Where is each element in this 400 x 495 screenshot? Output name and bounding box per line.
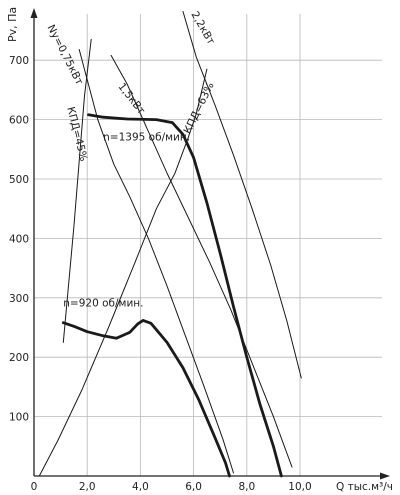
tick-labels: 0 2,0 4,0 6,0 8,0 10,0 100 200 300 400 500 600 700 [9,55,312,493]
y-tick-label: 500 [9,174,29,186]
y-tick-label: 100 [9,412,29,424]
x-axis-label: Q тыс.м³/ч [336,481,393,493]
y-tick-label: 400 [9,233,29,245]
x-tick-label: 0 [31,481,38,493]
series-line-fan-curve [87,113,283,478]
series-lines [38,11,302,478]
annotation-label: КПД=63% [182,80,217,135]
x-axis-arrow [380,472,390,480]
axes [30,8,390,480]
y-tick-label: 300 [9,293,29,305]
annotation-label: 2,2кВт [188,9,217,47]
series-line-power-line [78,49,234,474]
x-tick-label: 6,0 [185,481,202,493]
y-axis-label: Pv, Па [6,7,19,42]
x-tick-label: 10,0 [288,481,311,493]
series-line-efficiency-line [62,38,92,343]
annotation-label: Ny=0,75кВт [45,23,86,87]
series-line-fan-curve [61,319,231,478]
y-tick-label: 700 [9,55,29,67]
annotation-label: 1,5кВт [115,81,147,117]
x-tick-label: 4,0 [132,481,149,493]
series-line-power-line [110,54,293,468]
series-line-power-line [182,11,302,379]
annotation-label: n=920 об/мин. [63,298,143,310]
grid [34,14,382,476]
x-tick-label: 8,0 [238,481,255,493]
y-tick-label: 600 [9,115,29,127]
y-tick-label: 200 [9,352,29,364]
annotation-label: n=1395 об/мин. [103,131,190,143]
series-line-efficiency-line [38,68,208,477]
x-tick-label: 2,0 [79,481,96,493]
annotation-label: КПД=45% [64,106,89,163]
y-axis-arrow [30,8,38,18]
